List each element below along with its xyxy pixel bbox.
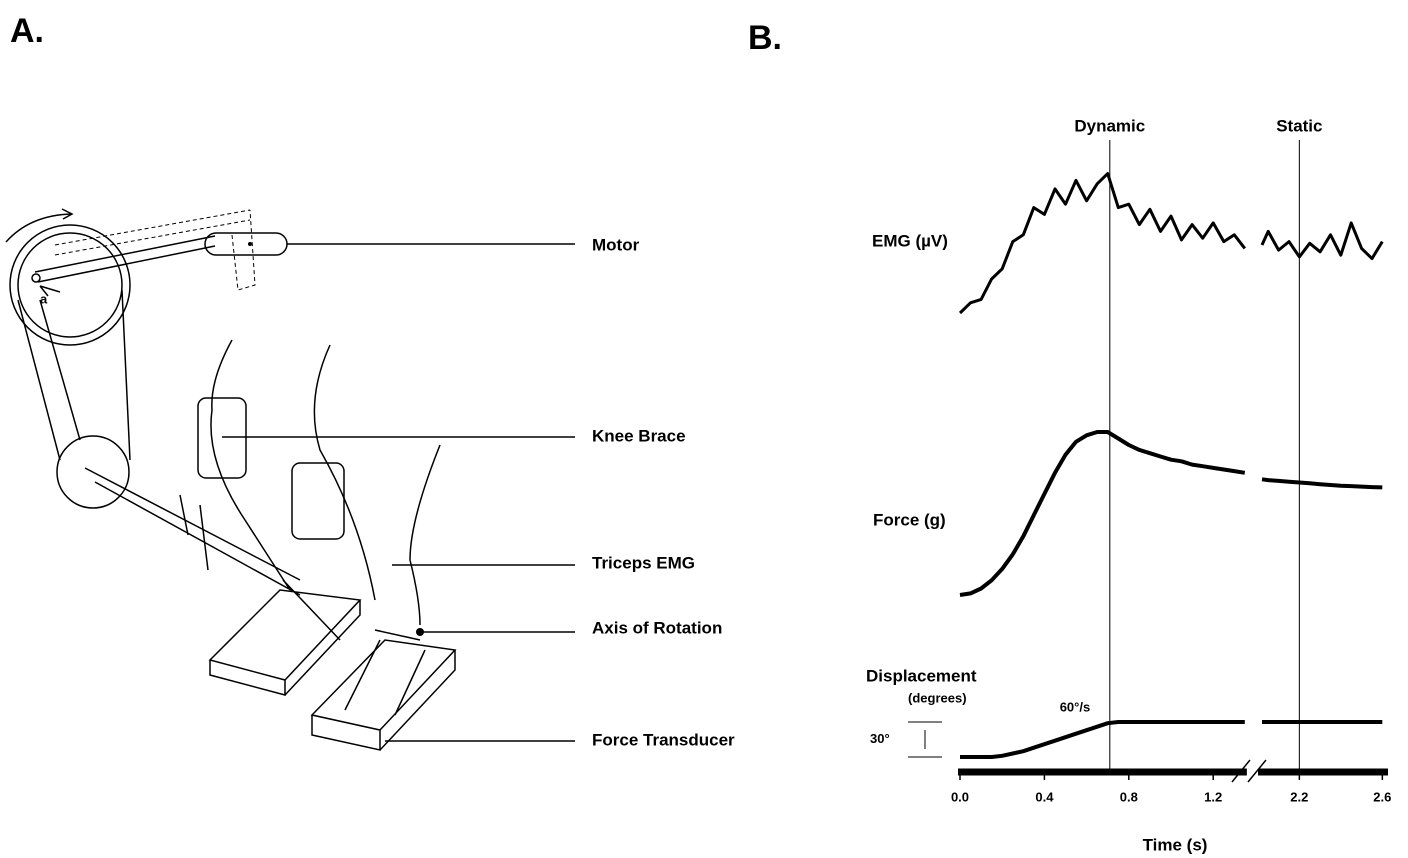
trace <box>959 430 1383 597</box>
x-tick-label: 2.6 <box>1373 789 1391 804</box>
x-axis-label: Time (s) <box>1143 835 1208 854</box>
scale-bar-label: 30° <box>870 731 890 746</box>
angle-label: a <box>40 291 48 306</box>
trace-label: EMG (µV) <box>872 231 948 250</box>
x-tick-label: 2.2 <box>1290 789 1308 804</box>
x-tick-label: 0.0 <box>951 789 969 804</box>
apparatus-drawing: a Motor Knee Brace Triceps EMG Axis of R… <box>5 208 735 751</box>
callout: Triceps EMG <box>592 553 695 572</box>
callout: Axis of Rotation <box>592 618 722 637</box>
callout: Motor <box>592 235 640 254</box>
x-tick-label: 0.8 <box>1120 789 1138 804</box>
trace-unit: (degrees) <box>908 690 967 705</box>
event-label: Static <box>1276 116 1322 135</box>
trace <box>960 720 1383 759</box>
axis-break <box>1231 759 1267 783</box>
rate-label: 60°/s <box>1060 699 1091 714</box>
trace-label: Displacement <box>866 666 977 685</box>
callout: Force Transducer <box>592 730 735 749</box>
event-label: Dynamic <box>1074 116 1145 135</box>
trace <box>958 172 1384 315</box>
panel-label: A. <box>10 12 44 50</box>
scale-bar <box>908 721 942 758</box>
x-tick-label: 1.2 <box>1204 789 1222 804</box>
trace-label: Force (g) <box>873 510 946 529</box>
x-tick-label: 0.4 <box>1035 789 1054 804</box>
callout: Knee Brace <box>592 426 686 445</box>
panel-label: B. <box>748 19 782 57</box>
